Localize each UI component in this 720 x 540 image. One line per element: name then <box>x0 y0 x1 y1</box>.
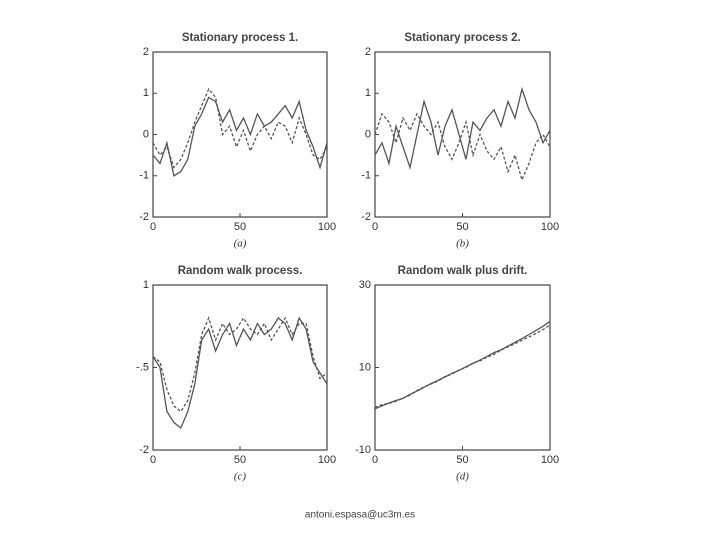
caption: (a) <box>234 238 247 250</box>
caption: (d) <box>456 471 469 483</box>
y-tick-label: 2 <box>365 46 371 58</box>
series-line <box>374 86 551 170</box>
y-tick-label: -1 <box>139 170 149 182</box>
chart-title: Random walk process. <box>178 265 303 277</box>
series-line <box>152 87 328 169</box>
series-line <box>374 324 551 409</box>
caption: (b) <box>456 238 469 250</box>
y-tick-label: 1 <box>365 87 371 99</box>
y-tick-label: -.5 <box>136 361 149 373</box>
y-tick-label: -2 <box>361 211 371 223</box>
x-tick-label: 50 <box>456 221 468 233</box>
series-line <box>374 320 551 410</box>
y-tick-label: 0 <box>365 128 371 140</box>
x-tick-label: 100 <box>318 221 336 233</box>
x-tick-label: 50 <box>234 221 246 233</box>
y-tick-label: 1 <box>143 279 149 291</box>
x-tick-label: 0 <box>150 454 156 466</box>
series-line <box>152 316 328 430</box>
y-tick-label: -10 <box>355 444 371 456</box>
chart-title: Stationary process 1. <box>182 32 298 44</box>
x-tick-label: 0 <box>150 221 156 233</box>
x-tick-label: 50 <box>234 454 246 466</box>
x-tick-label: 100 <box>541 221 559 233</box>
caption: (c) <box>234 471 247 483</box>
x-tick-label: 50 <box>456 454 468 466</box>
chart-title: Stationary process 2. <box>404 32 520 44</box>
x-tick-label: 100 <box>541 454 559 466</box>
x-tick-label: 100 <box>318 454 336 466</box>
plot-frame <box>374 51 551 218</box>
y-tick-label: -2 <box>139 211 149 223</box>
series-line <box>152 316 328 413</box>
series-line <box>152 96 328 177</box>
x-tick-label: 0 <box>372 454 378 466</box>
y-tick-label: -2 <box>139 444 149 456</box>
y-tick-label: 1 <box>143 87 149 99</box>
footer: antoni.espasa@uc3m.es <box>305 510 415 521</box>
y-tick-label: 2 <box>143 46 149 58</box>
plot-frame <box>152 51 328 218</box>
chart-title: Random walk plus drift. <box>398 265 528 277</box>
plot-frame <box>152 284 328 451</box>
series-line <box>374 112 551 182</box>
y-tick-label: -1 <box>361 170 371 182</box>
y-tick-label: 0 <box>143 128 149 140</box>
y-tick-label: 10 <box>359 361 371 373</box>
x-tick-label: 0 <box>372 221 378 233</box>
plot-frame <box>374 284 551 451</box>
y-tick-label: 30 <box>359 279 371 291</box>
